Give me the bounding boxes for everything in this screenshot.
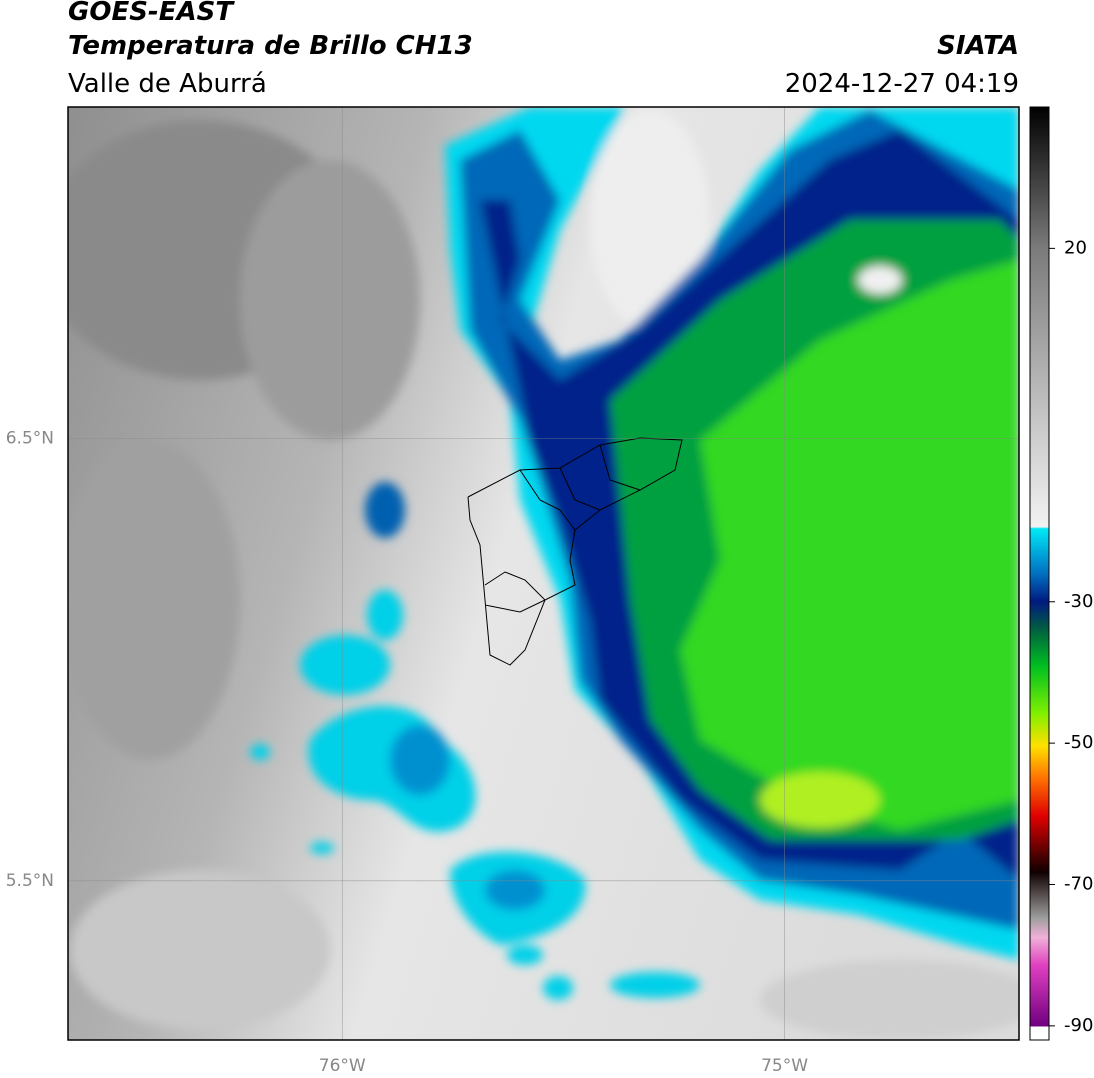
map-frame [67, 106, 1020, 1041]
title: GOES-EAST [68, 0, 235, 27]
colorbar-tick-label: 20 [1064, 237, 1087, 258]
source: SIATA [937, 31, 1019, 61]
colorbar-tick-label: -90 [1064, 1015, 1093, 1036]
satellite-image [68, 107, 1019, 1040]
lat-tick-label: 6.5°N [6, 429, 54, 449]
subtitle: Temperatura de Brillo CH13 [68, 31, 473, 61]
colorbar-tick-label: -50 [1064, 732, 1093, 753]
colorbar-tick-label: -70 [1064, 874, 1093, 895]
municipal-boundaries [467, 437, 683, 666]
graticule [68, 107, 1019, 1040]
region: Valle de Aburrá [68, 69, 267, 99]
lat-tick-label: 5.5°N [6, 871, 54, 891]
lon-tick-label: 76°W [319, 1056, 366, 1076]
colorbar [1029, 106, 1050, 1041]
colorbar-tick-label: -30 [1064, 591, 1093, 612]
timestamp: 2024-12-27 04:19 [785, 69, 1019, 99]
lon-tick-label: 75°W [761, 1056, 808, 1076]
